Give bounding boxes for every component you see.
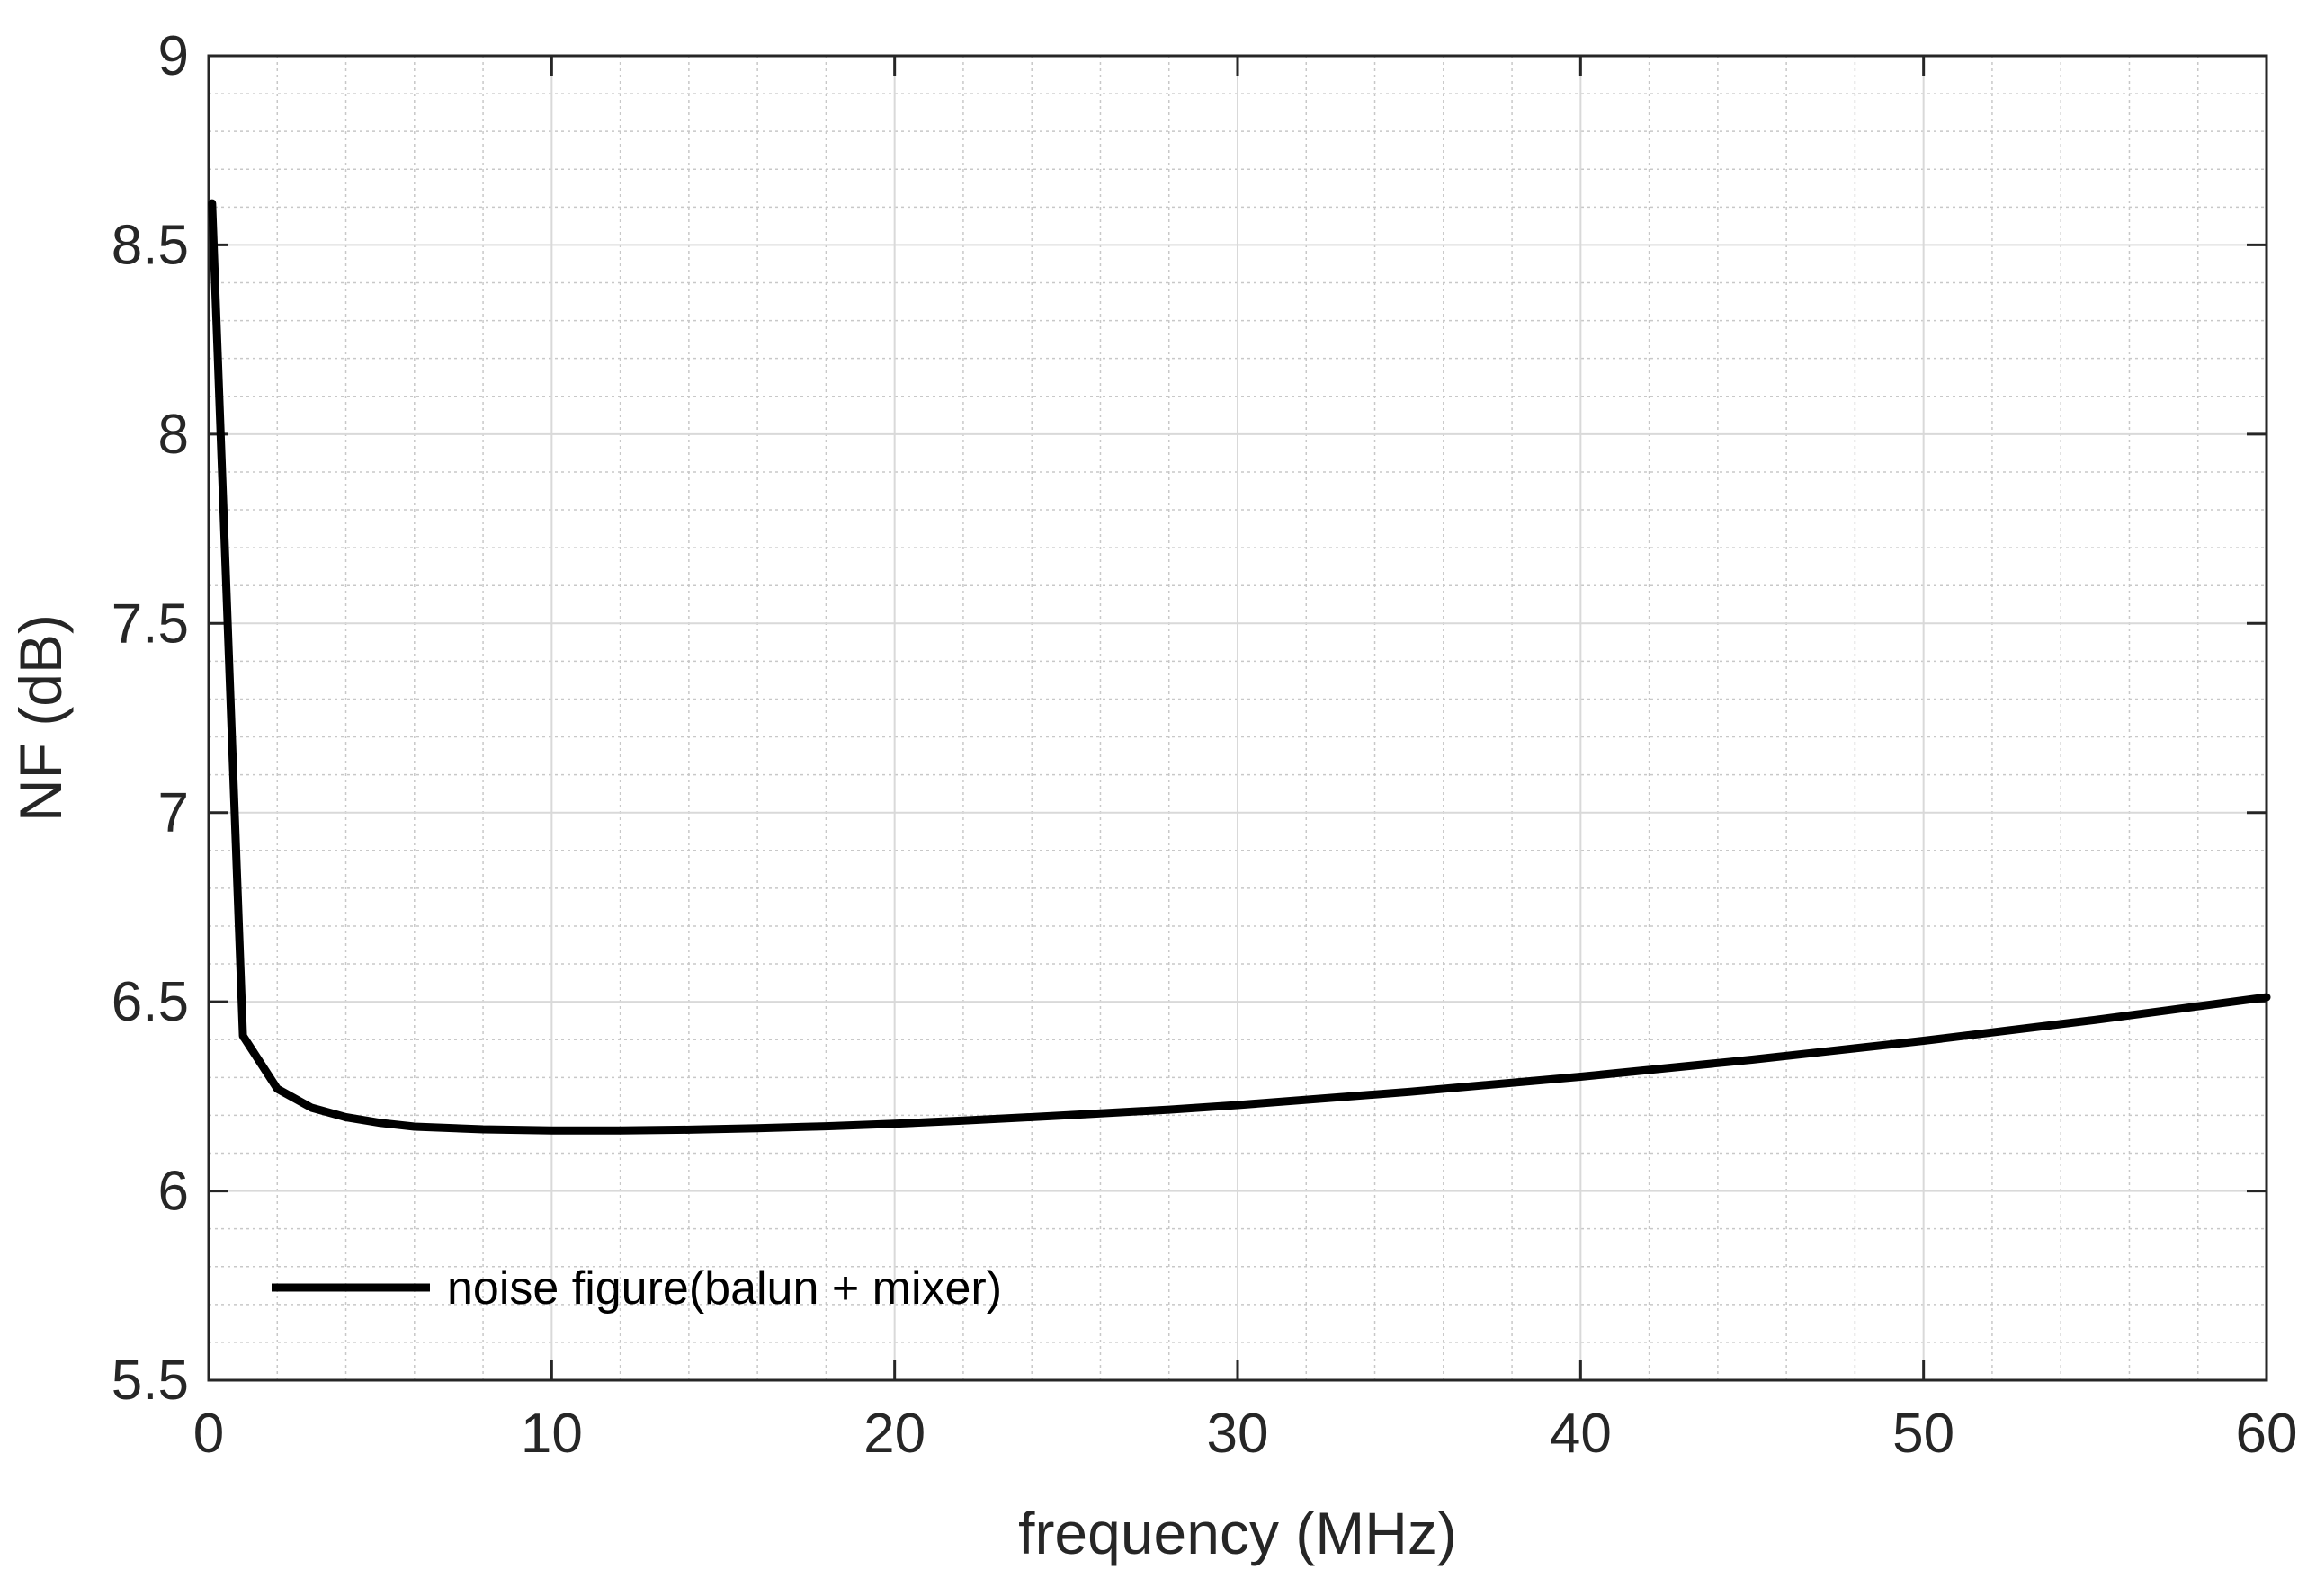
y-tick-label: 9 [158,25,189,87]
x-tick-label: 50 [1892,1403,1954,1465]
legend-label: noise figure(balun + mixer) [447,1262,1002,1315]
x-axis-label: frequency (MHz) [1018,1500,1457,1566]
x-tick-label: 10 [521,1403,583,1465]
y-axis-label: NF (dB) [7,614,74,822]
y-tick-label: 6 [158,1161,189,1223]
y-tick-label: 8.5 [112,214,189,276]
x-tick-label: 20 [863,1403,926,1465]
y-tick-label: 7 [158,782,189,844]
legend: noise figure(balun + mixer) [272,1262,1002,1315]
x-tick-labels: 0 10 20 30 40 50 60 [193,1403,2298,1465]
series-line [208,199,2271,1135]
y-tick-labels: 5.5 6 6.5 7 7.5 8 8.5 9 [112,25,189,1412]
y-tick-label: 7.5 [112,593,189,655]
y-tick-label: 8 [158,404,189,466]
x-tick-label: 30 [1207,1403,1269,1465]
x-tick-label: 60 [2236,1403,2298,1465]
x-tick-label: 0 [193,1403,224,1465]
series-layer [208,199,2271,1135]
x-tick-label: 40 [1550,1403,1612,1465]
y-tick-label: 6.5 [112,971,189,1033]
major-grid [208,55,2267,1381]
y-tick-label: 5.5 [112,1350,189,1412]
